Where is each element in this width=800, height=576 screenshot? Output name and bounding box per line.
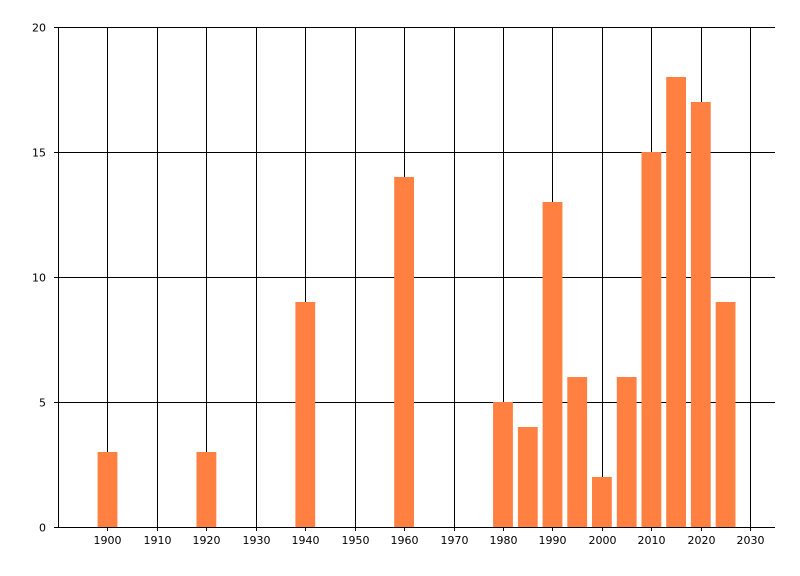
bar-1940: [295, 302, 316, 527]
x-tick-label-2020: 2020: [688, 534, 716, 547]
bar-2020: [690, 102, 711, 527]
bar-2025: [715, 302, 736, 527]
x-tick-label-1940: 1940: [292, 534, 320, 547]
y-tick-label-5: 5: [39, 397, 46, 410]
y-tick-label-15: 15: [32, 147, 46, 160]
bar-1990: [542, 202, 563, 527]
x-tick-label-1980: 1980: [490, 534, 518, 547]
bar-1960: [394, 177, 414, 527]
y-tick-label-10: 10: [32, 272, 46, 285]
bar-2015: [666, 77, 686, 527]
y-tick-label-20: 20: [32, 22, 46, 35]
x-tick-label-1950: 1950: [342, 534, 370, 547]
x-tick-label-1930: 1930: [243, 534, 271, 547]
bar-2005: [616, 377, 637, 527]
x-tick-label-2030: 2030: [737, 534, 765, 547]
bar-1995: [567, 377, 588, 527]
y-axis-ticks: 0 5 10 15 20: [32, 22, 58, 535]
x-tick-label-1960: 1960: [391, 534, 419, 547]
x-axis-ticks: 1900 1910 1920 1930 1940 1950 1960 1970 1980 1990…: [94, 527, 765, 547]
x-tick-label-2010: 2010: [638, 534, 666, 547]
bar-1900: [97, 452, 118, 527]
bar-1920: [196, 452, 217, 527]
bar-1980: [493, 402, 513, 527]
x-tick-label-1990: 1990: [539, 534, 567, 547]
bar-2010: [641, 152, 662, 527]
axes: [58, 27, 775, 528]
bar-1985: [517, 427, 538, 527]
x-tick-label-1920: 1920: [193, 534, 221, 547]
x-tick-label-1910: 1910: [144, 534, 172, 547]
bars: [97, 77, 736, 527]
bar-2000: [592, 477, 612, 527]
x-tick-label-1900: 1900: [94, 534, 122, 547]
x-tick-label-2000: 2000: [589, 534, 617, 547]
x-tick-label-1970: 1970: [441, 534, 469, 547]
y-tick-label-0: 0: [39, 522, 46, 535]
